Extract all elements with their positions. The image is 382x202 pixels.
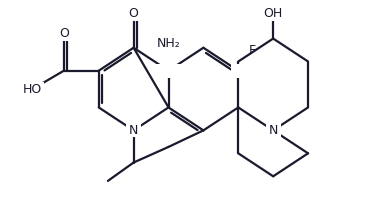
- Text: O: O: [129, 7, 139, 20]
- Text: NH₂: NH₂: [157, 37, 180, 50]
- FancyBboxPatch shape: [262, 7, 285, 21]
- Text: N: N: [129, 124, 138, 137]
- FancyBboxPatch shape: [57, 27, 71, 41]
- Text: OH: OH: [264, 7, 283, 20]
- Text: F: F: [249, 44, 256, 57]
- FancyBboxPatch shape: [21, 82, 44, 96]
- Text: O: O: [59, 27, 69, 40]
- Text: N: N: [269, 124, 278, 137]
- FancyBboxPatch shape: [154, 64, 183, 78]
- FancyBboxPatch shape: [127, 7, 141, 21]
- FancyBboxPatch shape: [231, 64, 245, 78]
- FancyBboxPatch shape: [126, 123, 141, 137]
- Text: HO: HO: [23, 83, 42, 96]
- FancyBboxPatch shape: [266, 123, 280, 137]
